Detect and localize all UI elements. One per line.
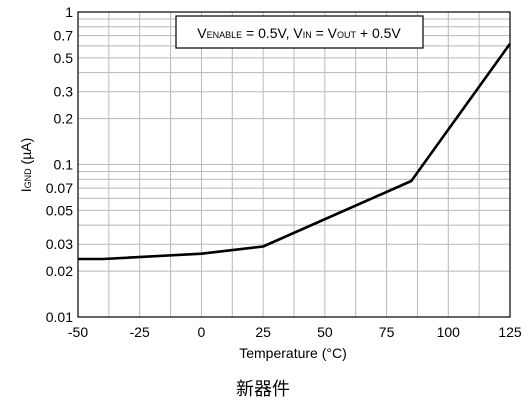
annotation-text: VENABLE = 0.5V, VIN = VOUT + 0.5V xyxy=(197,25,401,41)
x-tick-label: 0 xyxy=(198,324,206,340)
x-tick-label: 75 xyxy=(379,324,395,340)
y-tick-label: 0.02 xyxy=(46,263,73,279)
y-tick-label: 0.1 xyxy=(54,157,74,173)
y-tick-label: 0.3 xyxy=(54,84,74,100)
y-tick-label: 1 xyxy=(65,4,73,20)
annotation-box: VENABLE = 0.5V, VIN = VOUT + 0.5V xyxy=(175,15,424,49)
x-tick-label: -25 xyxy=(130,324,150,340)
y-tick-labels: 0.01 0.02 0.03 0.05 0.07 0.1 0.2 0.3 0.5 0.7 1 xyxy=(46,4,73,325)
grid xyxy=(77,12,511,318)
y-tick-label: 0.01 xyxy=(46,309,73,325)
x-axis-label: Temperature (°C) xyxy=(239,345,347,361)
y-axis-label: IGND (µA) xyxy=(18,138,34,193)
series-line xyxy=(78,42,512,261)
y-tick-label: 0.03 xyxy=(46,236,73,252)
caption: 新器件 xyxy=(236,379,290,400)
y-tick-label: 0.2 xyxy=(54,111,74,127)
x-tick-labels: -50 -25 0 25 50 75 100 125 xyxy=(68,324,522,340)
y-tick-label: 0.05 xyxy=(46,202,73,218)
x-tick-label: 100 xyxy=(437,324,461,340)
x-tick-label: 50 xyxy=(317,324,333,340)
y-tick-label: 0.7 xyxy=(54,28,74,44)
y-tick-label: 0.5 xyxy=(54,50,74,66)
plot-frame xyxy=(77,11,511,318)
y-tick-label: 0.07 xyxy=(46,180,73,196)
x-tick-label: 125 xyxy=(498,324,522,340)
x-tick-label: -50 xyxy=(68,324,88,340)
x-tick-label: 25 xyxy=(255,324,271,340)
